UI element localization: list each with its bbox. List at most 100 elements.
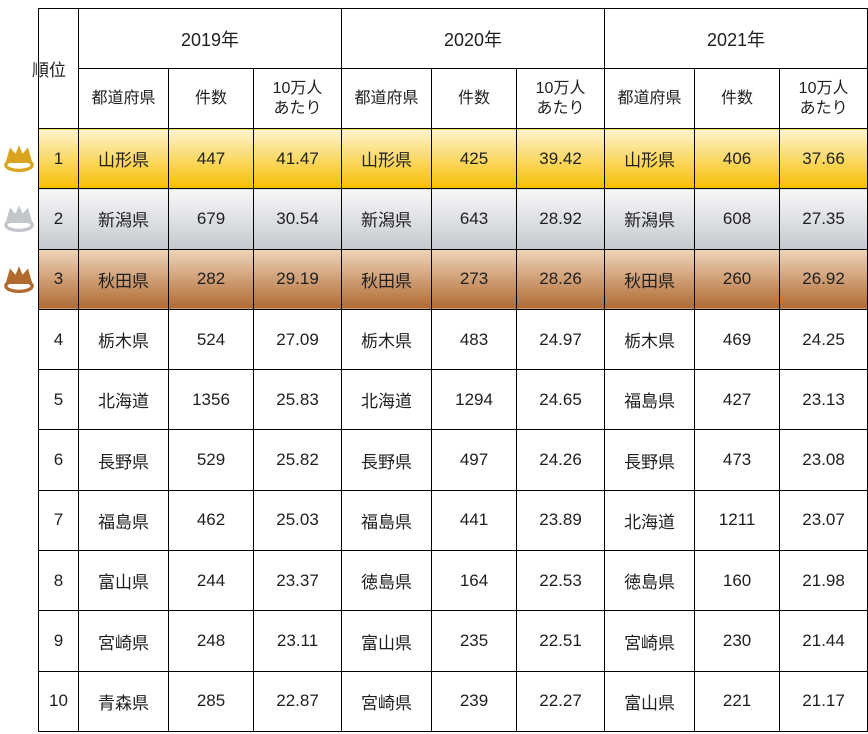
prefecture-cell: 山形県 [604, 127, 696, 190]
per-capita-cell: 23.07 [779, 489, 868, 552]
prefecture-header: 都道府県 [341, 68, 433, 129]
count-cell: 447 [168, 127, 254, 190]
per-capita-cell: 26.92 [779, 248, 868, 310]
prefecture-cell: 山形県 [341, 127, 433, 190]
count-cell: 643 [431, 188, 518, 250]
table-row: 10 青森県 285 22.87 宮崎県 239 22.27 富山県 221 2… [38, 670, 868, 733]
per-capita-cell: 22.53 [516, 550, 606, 612]
per-capita-cell: 37.66 [779, 127, 868, 190]
count-cell: 221 [694, 670, 781, 733]
prefecture-cell: 徳島県 [341, 550, 433, 612]
prefecture-cell: 福島県 [604, 369, 696, 431]
per-capita-cell: 25.82 [252, 429, 343, 491]
per-capita-cell: 23.37 [252, 550, 343, 612]
table-row: 1 山形県 447 41.47 山形県 425 39.42 山形県 406 37… [38, 127, 868, 190]
rank-cell: 10 [38, 670, 79, 733]
count-cell: 1211 [694, 489, 781, 552]
sub-header-row: 都道府県 件数 10万人 あたり 都道府県 件数 10万人 あたり 都道府県 件… [39, 68, 868, 129]
count-cell: 441 [431, 489, 518, 552]
prefecture-cell: 宮崎県 [78, 610, 169, 672]
prefecture-cell: 山形県 [78, 127, 169, 190]
per-capita-header: 10万人 あたり [779, 68, 868, 129]
prefecture-cell: 福島県 [341, 489, 433, 552]
count-cell: 608 [694, 188, 781, 250]
table-row: 7 福島県 462 25.03 福島県 441 23.89 北海道 1211 2… [38, 489, 868, 552]
per-capita-cell: 28.92 [516, 188, 606, 250]
count-cell: 285 [168, 670, 254, 733]
prefecture-cell: 北海道 [78, 369, 169, 431]
per-capita-cell: 30.54 [252, 188, 343, 250]
per-capita-cell: 24.65 [516, 369, 606, 431]
per-capita-cell: 21.98 [779, 550, 868, 612]
per-capita-cell: 28.26 [516, 248, 606, 310]
ranking-table: 順位 2019年 2020年 2021年 都道府県 件数 10万人 あたり 都道… [32, 8, 868, 733]
prefecture-cell: 栃木県 [341, 308, 433, 371]
year-header-2020: 2020年 [341, 8, 606, 69]
per-capita-cell: 23.11 [252, 610, 343, 672]
prefecture-cell: 長野県 [604, 429, 696, 491]
count-cell: 529 [168, 429, 254, 491]
per-capita-cell: 23.13 [779, 369, 868, 431]
per-capita-cell: 22.27 [516, 670, 606, 733]
prefecture-cell: 秋田県 [341, 248, 433, 310]
count-cell: 235 [431, 610, 518, 672]
per-capita-cell: 22.51 [516, 610, 606, 672]
year-header-2021: 2021年 [604, 8, 868, 69]
bronze-crown-icon [2, 265, 36, 293]
per-capita-cell: 25.83 [252, 369, 343, 431]
table-row: 9 宮崎県 248 23.11 富山県 235 22.51 宮崎県 230 21… [38, 610, 868, 672]
per-capita-cell: 23.89 [516, 489, 606, 552]
rank-cell: 5 [38, 369, 79, 431]
per-capita-cell: 39.42 [516, 127, 606, 190]
rank-cell: 9 [38, 610, 79, 672]
count-cell: 1356 [168, 369, 254, 431]
count-cell: 244 [168, 550, 254, 612]
count-cell: 473 [694, 429, 781, 491]
count-cell: 164 [431, 550, 518, 612]
prefecture-cell: 宮崎県 [341, 670, 433, 733]
gold-crown-icon [2, 144, 36, 172]
rank-cell: 8 [38, 550, 79, 612]
prefecture-cell: 長野県 [341, 429, 433, 491]
count-cell: 282 [168, 248, 254, 310]
per-capita-cell: 25.03 [252, 489, 343, 552]
per-capita-cell: 21.44 [779, 610, 868, 672]
prefecture-cell: 栃木県 [604, 308, 696, 371]
prefecture-cell: 富山県 [341, 610, 433, 672]
rank-cell: 3 [38, 248, 79, 310]
prefecture-cell: 福島県 [78, 489, 169, 552]
count-header: 件数 [694, 68, 781, 129]
prefecture-cell: 徳島県 [604, 550, 696, 612]
per-capita-cell: 27.09 [252, 308, 343, 371]
count-cell: 524 [168, 308, 254, 371]
prefecture-cell: 青森県 [78, 670, 169, 733]
per-capita-cell: 27.35 [779, 188, 868, 250]
table-row: 8 富山県 244 23.37 徳島県 164 22.53 徳島県 160 21… [38, 550, 868, 612]
prefecture-cell: 栃木県 [78, 308, 169, 371]
table-row: 4 栃木県 524 27.09 栃木県 483 24.97 栃木県 469 24… [38, 308, 868, 371]
rank-header-label: 順位 [32, 61, 66, 80]
prefecture-cell: 新潟県 [604, 188, 696, 250]
count-cell: 160 [694, 550, 781, 612]
count-cell: 1294 [431, 369, 518, 431]
prefecture-cell: 富山県 [604, 670, 696, 733]
per-capita-cell: 22.87 [252, 670, 343, 733]
count-cell: 230 [694, 610, 781, 672]
count-cell: 469 [694, 308, 781, 371]
year-header-row: 順位 2019年 2020年 2021年 [32, 8, 868, 129]
prefecture-cell: 宮崎県 [604, 610, 696, 672]
count-cell: 427 [694, 369, 781, 431]
count-cell: 462 [168, 489, 254, 552]
rank-cell: 6 [38, 429, 79, 491]
prefecture-cell: 秋田県 [78, 248, 169, 310]
rank-cell: 1 [38, 127, 79, 190]
table-row: 2 新潟県 679 30.54 新潟県 643 28.92 新潟県 608 27… [38, 188, 868, 250]
per-capita-cell: 21.17 [779, 670, 868, 733]
prefecture-cell: 新潟県 [341, 188, 433, 250]
rank-gutter [0, 0, 38, 734]
per-capita-cell: 24.26 [516, 429, 606, 491]
count-cell: 679 [168, 188, 254, 250]
per-capita-header: 10万人 あたり [516, 68, 606, 129]
per-capita-header: 10万人 あたり [252, 68, 343, 129]
